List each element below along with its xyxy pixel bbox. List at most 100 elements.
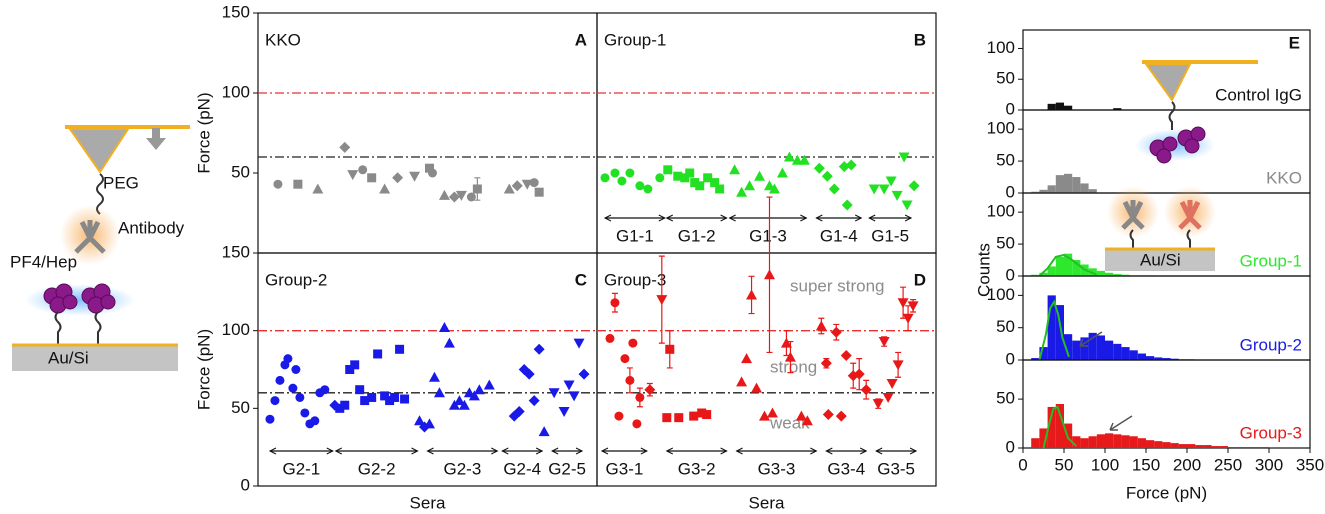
panel-letter: B bbox=[914, 30, 926, 49]
y-tick-label: 50 bbox=[996, 151, 1015, 170]
histogram-bar bbox=[1096, 270, 1105, 276]
panel-title: Group-3 bbox=[604, 270, 666, 289]
panel-title: KKO bbox=[265, 30, 301, 49]
histogram-bar bbox=[1105, 340, 1114, 360]
point bbox=[746, 289, 758, 300]
point bbox=[392, 172, 404, 184]
point bbox=[610, 298, 620, 308]
point bbox=[358, 165, 368, 175]
point bbox=[860, 384, 872, 396]
histogram-bar bbox=[1219, 446, 1228, 448]
antibody-label: Antibody bbox=[118, 218, 185, 237]
point bbox=[458, 399, 470, 410]
x-tick-label: 150 bbox=[1132, 455, 1160, 474]
series-label: Group-2 bbox=[1240, 335, 1302, 354]
x-tick-label: 100 bbox=[1091, 455, 1119, 474]
panel-letter: C bbox=[575, 270, 587, 289]
y-tick-label: 50 bbox=[996, 389, 1015, 408]
point bbox=[868, 184, 880, 195]
point bbox=[744, 180, 756, 191]
point bbox=[780, 337, 792, 348]
point bbox=[455, 190, 467, 201]
bracket-arrow bbox=[603, 214, 666, 222]
bracket-arrow bbox=[334, 447, 419, 455]
group-label: G1-1 bbox=[616, 226, 654, 245]
point bbox=[409, 171, 421, 182]
histogram-bar bbox=[1055, 305, 1064, 360]
histogram-bar bbox=[1088, 436, 1097, 448]
point bbox=[473, 384, 485, 395]
point bbox=[791, 154, 803, 165]
histogram-bar bbox=[1039, 272, 1048, 276]
y-tick-label: 100 bbox=[987, 285, 1015, 304]
point bbox=[878, 337, 890, 348]
y-tick-label: 100 bbox=[987, 119, 1015, 138]
peg-label: PEG bbox=[103, 173, 139, 192]
point bbox=[573, 338, 585, 349]
point bbox=[385, 396, 395, 406]
point bbox=[853, 368, 865, 380]
fit-curve bbox=[1042, 405, 1077, 449]
point bbox=[511, 180, 523, 192]
point bbox=[275, 375, 285, 385]
histogram-bar bbox=[1252, 447, 1261, 448]
point bbox=[663, 165, 673, 175]
y-tick-label: 0 bbox=[1006, 437, 1015, 456]
point bbox=[736, 376, 748, 387]
histogram-bar bbox=[1154, 441, 1163, 448]
histogram-bar bbox=[1047, 406, 1056, 448]
point bbox=[897, 298, 909, 309]
point bbox=[293, 179, 303, 189]
point bbox=[468, 390, 480, 401]
group-label: G1-2 bbox=[678, 226, 716, 245]
histogram-bar bbox=[1055, 404, 1064, 448]
histogram-bar bbox=[1137, 438, 1146, 448]
linker bbox=[1129, 229, 1191, 248]
point bbox=[885, 176, 897, 187]
histogram-bar bbox=[1113, 108, 1122, 110]
point bbox=[270, 396, 280, 406]
point bbox=[620, 354, 630, 364]
plots: 50 100 150 Force (pN) KKO A Group-1 B G1-1 G1-2 G1… bbox=[194, 2, 1324, 512]
y-tick-label: 100 bbox=[987, 202, 1015, 221]
histogram-bar bbox=[1154, 357, 1163, 360]
point bbox=[448, 191, 460, 203]
histogram-bar bbox=[1088, 189, 1097, 193]
group-label: G1-4 bbox=[820, 226, 858, 245]
point bbox=[830, 326, 842, 338]
y-tick-label: 0 bbox=[1006, 349, 1015, 368]
point bbox=[820, 357, 832, 369]
histogram-bar bbox=[1244, 447, 1253, 448]
annotation: strong bbox=[770, 357, 817, 376]
point bbox=[815, 320, 827, 331]
bracket-arrow bbox=[501, 447, 544, 455]
point bbox=[617, 176, 627, 186]
histogram-bar bbox=[1162, 358, 1171, 360]
point bbox=[841, 199, 853, 211]
histogram-bar bbox=[1129, 350, 1138, 360]
histogram-bar bbox=[1170, 358, 1179, 360]
point bbox=[523, 368, 535, 380]
y-axis-label: Counts bbox=[974, 243, 993, 297]
point bbox=[902, 313, 914, 324]
point bbox=[891, 190, 903, 201]
x-axis-label: Sera bbox=[410, 493, 446, 512]
group-label: G2-3 bbox=[443, 459, 481, 478]
histogram-bar bbox=[1064, 173, 1073, 193]
point bbox=[350, 360, 360, 370]
bracket-arrow bbox=[600, 447, 648, 455]
x-tick-label: 300 bbox=[1255, 455, 1283, 474]
histogram-bar bbox=[1031, 191, 1040, 193]
series-label: Control IgG bbox=[1215, 85, 1302, 104]
point bbox=[367, 392, 377, 402]
histogram-bar bbox=[1031, 438, 1040, 448]
y-tick-label: 100 bbox=[222, 320, 250, 339]
point bbox=[568, 391, 580, 402]
point bbox=[828, 183, 840, 195]
point bbox=[798, 154, 810, 165]
point bbox=[635, 181, 645, 191]
tip bbox=[1144, 63, 1192, 102]
series-label: Group-1 bbox=[1240, 251, 1302, 270]
bracket-arrow bbox=[868, 214, 913, 222]
panel-letter: E bbox=[1289, 33, 1300, 52]
